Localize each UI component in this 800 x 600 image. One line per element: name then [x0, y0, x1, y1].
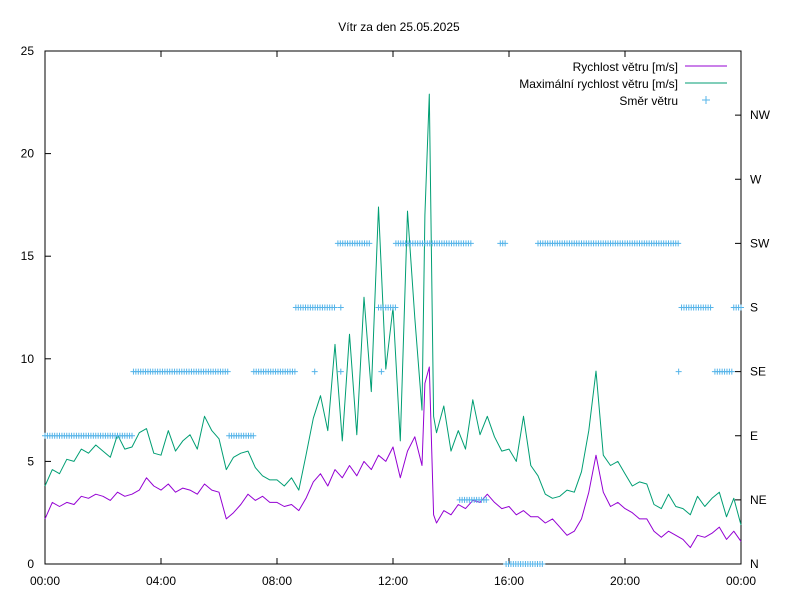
y2-tick-label: SE [750, 365, 766, 379]
direction-point [539, 561, 546, 567]
direction-point [392, 304, 399, 311]
y-tick-label: 20 [21, 147, 35, 161]
direction-point [331, 304, 338, 311]
series-line-speed [44, 366, 742, 549]
direction-point [129, 432, 135, 439]
y-axis-right: N NE E SE S SW W NW [735, 108, 771, 571]
direction-point [483, 496, 490, 503]
y2-tick-label: W [750, 172, 762, 186]
y-tick-label: 5 [27, 454, 34, 468]
x-tick-label: 08:00 [262, 574, 292, 588]
y-tick-label: 0 [27, 557, 34, 571]
direction-point [728, 368, 735, 375]
direction-point [311, 368, 318, 375]
series-points-direction [42, 240, 744, 567]
legend-label-speed: Rychlost větru [m/s] [573, 60, 678, 74]
direction-point [250, 432, 257, 439]
series-layer [42, 93, 744, 567]
legend-label-max-speed: Maximální rychlost větru [m/s] [519, 77, 678, 91]
direction-point [337, 304, 344, 311]
series-line-max-speed [44, 93, 742, 526]
y-tick-label: 10 [21, 352, 35, 366]
direction-point [378, 368, 385, 375]
y2-tick-label: E [750, 429, 758, 443]
direction-point [224, 368, 231, 375]
legend-label-direction: Směr větru [619, 94, 678, 108]
legend: Rychlost větru [m/s] Maximální rychlost … [519, 60, 727, 108]
direction-point [738, 304, 744, 311]
direction-point [291, 368, 298, 375]
direction-point [707, 304, 714, 311]
y-axis-left: 0 5 10 15 20 25 [21, 44, 51, 571]
direction-point [366, 240, 373, 247]
y2-tick-label: NE [750, 493, 767, 507]
x-tick-label: 00:00 [726, 574, 756, 588]
x-tick-label: 04:00 [146, 574, 176, 588]
direction-point [675, 368, 682, 375]
y2-tick-label: N [750, 557, 759, 571]
x-tick-label: 16:00 [494, 574, 524, 588]
x-axis: 00:00 04:00 08:00 12:00 16:00 20:00 00:00 [30, 51, 756, 588]
x-tick-label: 00:00 [30, 574, 60, 588]
direction-point [675, 240, 682, 247]
direction-point [337, 368, 344, 375]
y-tick-label: 15 [21, 249, 35, 263]
y2-tick-label: SW [750, 236, 770, 250]
y2-tick-label: S [750, 301, 758, 315]
x-tick-label: 20:00 [610, 574, 640, 588]
y-tick-label: 25 [21, 44, 35, 58]
legend-swatch-direction [702, 96, 710, 104]
direction-point [502, 240, 509, 247]
direction-point [467, 240, 474, 247]
x-tick-label: 12:00 [378, 574, 408, 588]
y2-tick-label: NW [750, 108, 771, 122]
chart-title: Vítr za den 25.05.2025 [338, 20, 460, 34]
